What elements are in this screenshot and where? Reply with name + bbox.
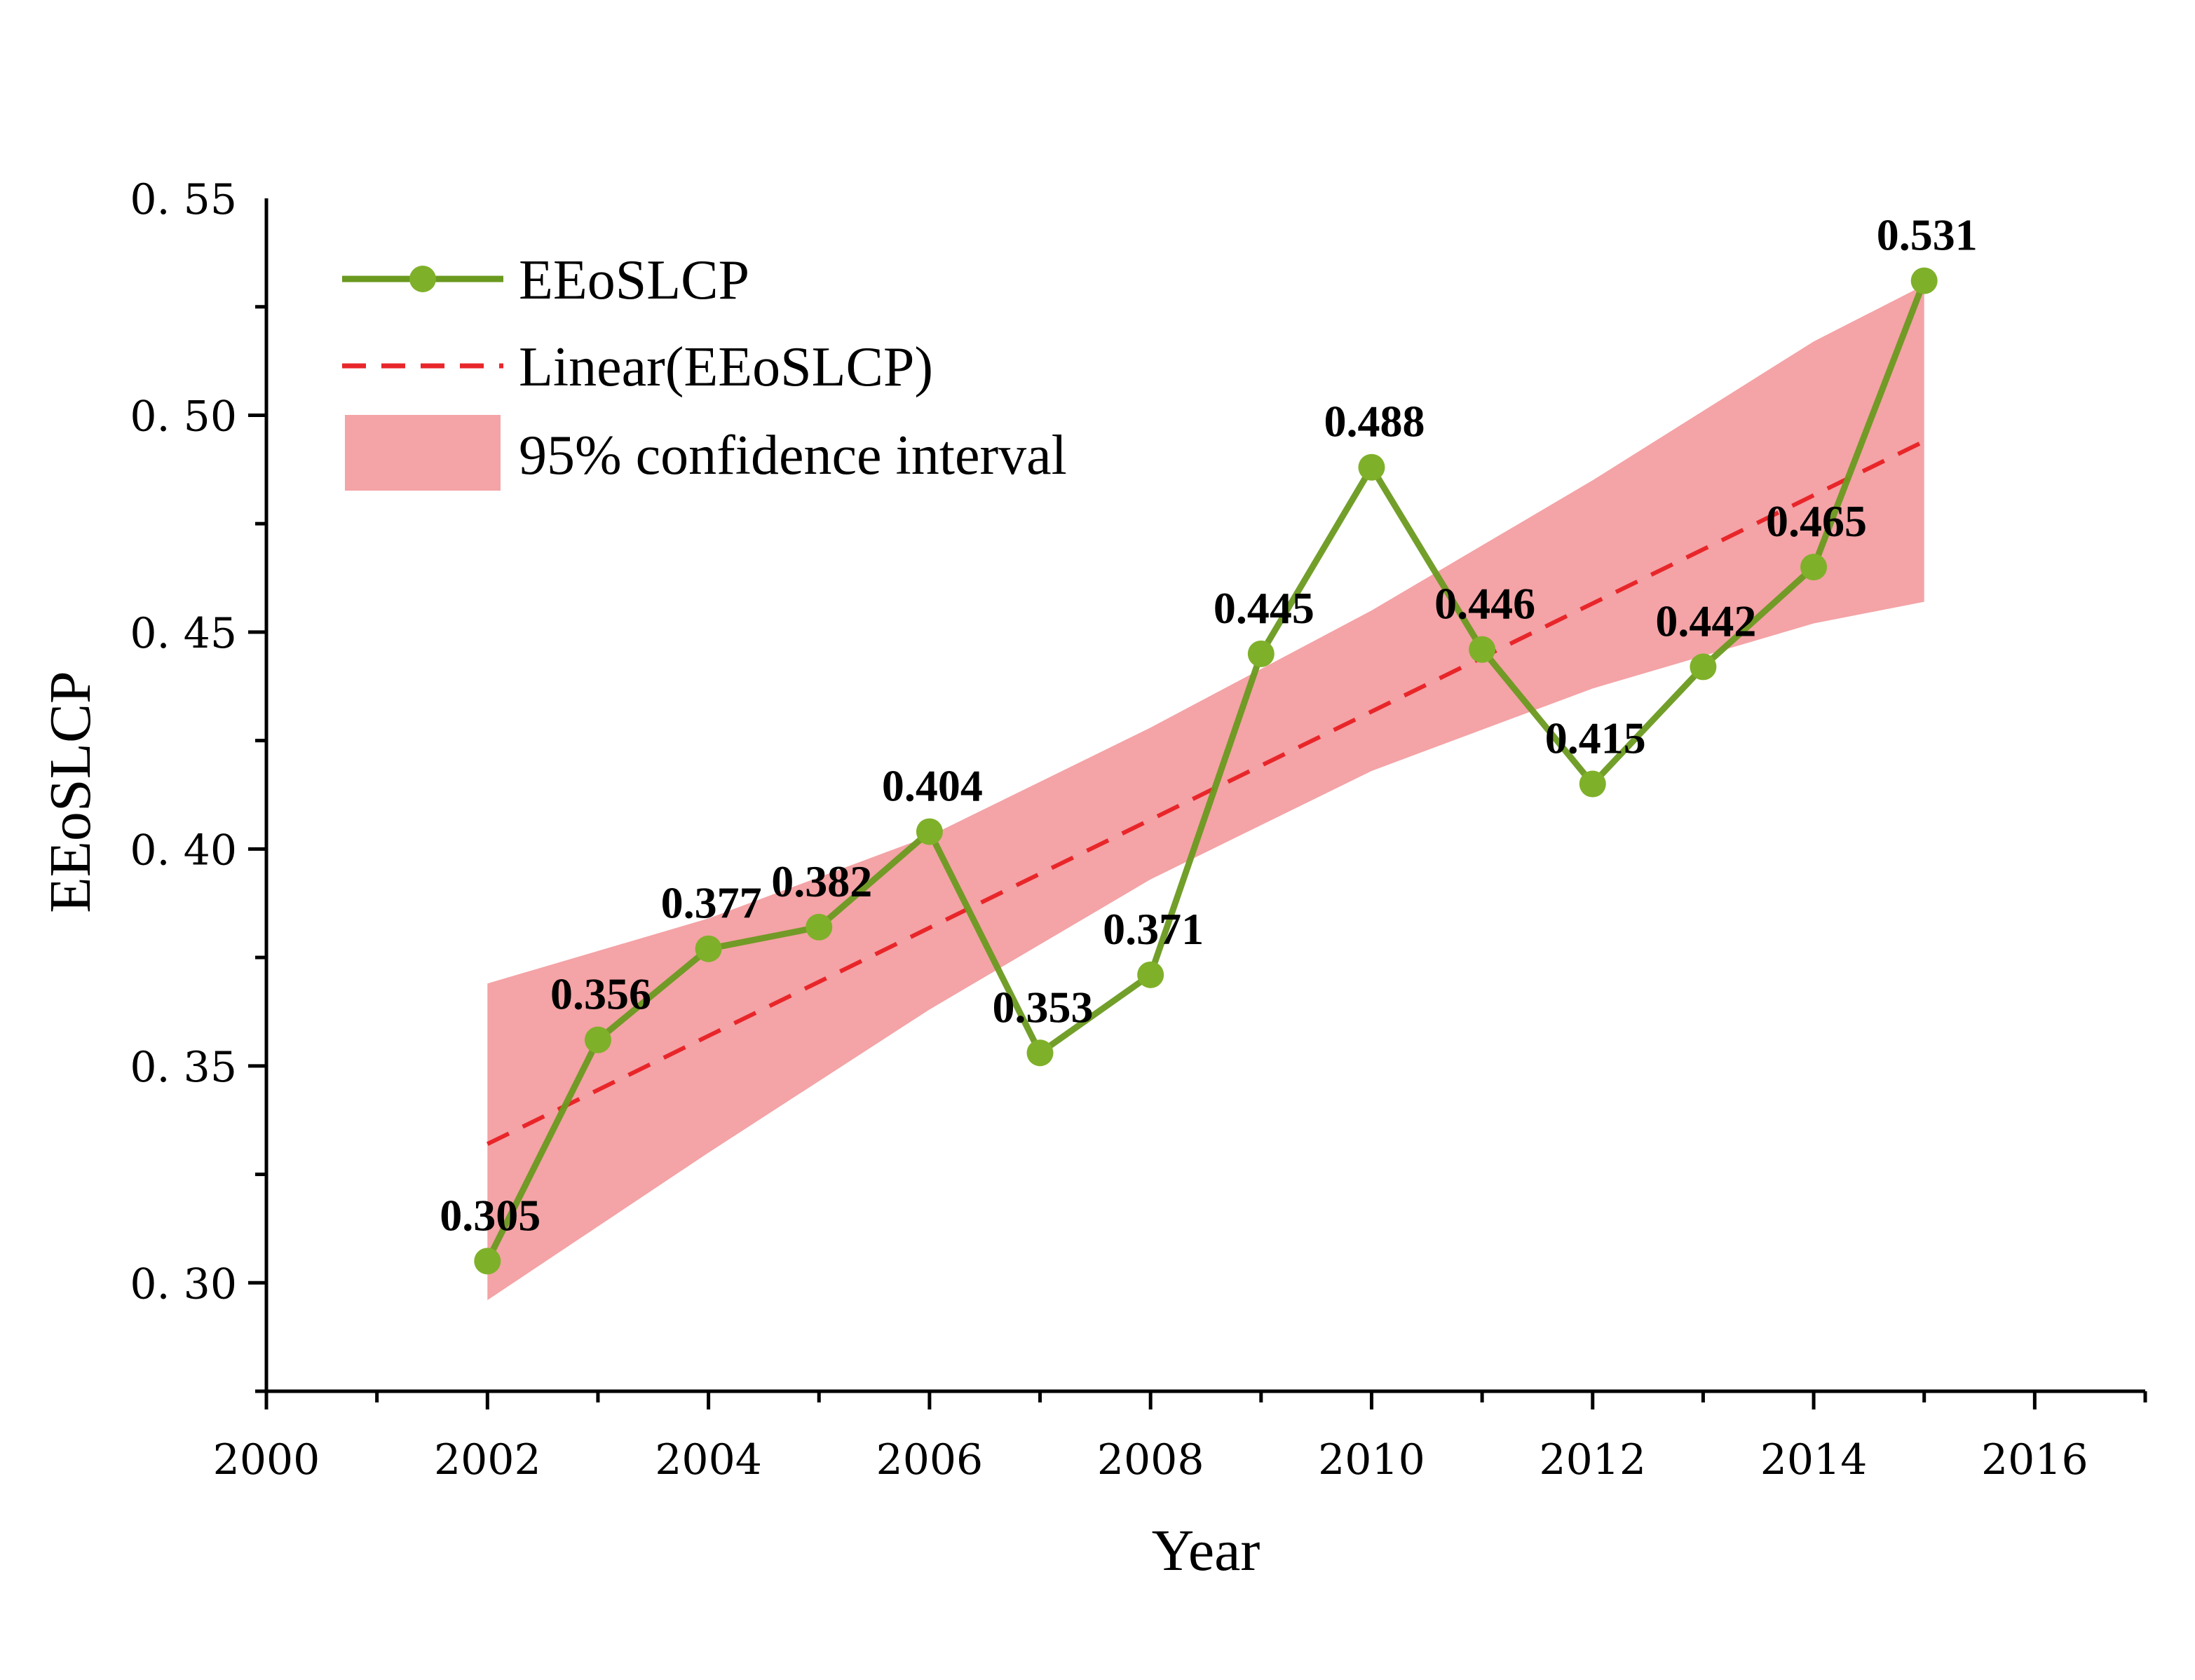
data-point bbox=[1800, 554, 1828, 581]
trend-line bbox=[486, 439, 1926, 1146]
x-tick-label: 2002 bbox=[434, 1435, 541, 1484]
data-point bbox=[695, 935, 722, 962]
legend-item-series: EEoSLCP bbox=[342, 250, 749, 311]
data-label: 0.404 bbox=[882, 761, 983, 811]
x-tick-label: 2006 bbox=[876, 1435, 984, 1484]
legend-series-marker bbox=[409, 266, 436, 292]
y-ticks: 0. 30 0. 35 0. 40 0. 45 0. 50 0. 55 bbox=[130, 175, 266, 1393]
legend-band-swatch bbox=[345, 415, 501, 491]
x-tick-label: 2004 bbox=[655, 1435, 762, 1484]
y-tick-label: 0. 40 bbox=[130, 826, 237, 875]
y-tick-label: 0. 55 bbox=[130, 175, 237, 224]
trend-line-layer bbox=[486, 439, 1926, 1146]
legend-item-trend: Linear(EEoSLCP) bbox=[342, 336, 933, 398]
series-layer bbox=[474, 267, 1938, 1275]
data-label: 0.488 bbox=[1324, 397, 1425, 446]
data-label: 0.531 bbox=[1877, 210, 1978, 260]
data-point bbox=[916, 818, 943, 845]
x-tick-label: 2014 bbox=[1760, 1435, 1868, 1484]
legend-trend-label: Linear(EEoSLCP) bbox=[519, 336, 933, 398]
data-label: 0.353 bbox=[993, 982, 1094, 1032]
x-tick-label: 2016 bbox=[1981, 1435, 2088, 1484]
data-point bbox=[1579, 770, 1606, 798]
data-point bbox=[1358, 453, 1385, 481]
data-point bbox=[474, 1248, 501, 1275]
legend-series-label: EEoSLCP bbox=[519, 250, 749, 311]
data-label: 0.442 bbox=[1655, 596, 1756, 646]
data-label: 0.371 bbox=[1103, 904, 1204, 954]
x-tick-label: 2010 bbox=[1318, 1435, 1425, 1484]
data-point bbox=[1910, 267, 1938, 294]
data-label: 0.377 bbox=[661, 878, 762, 928]
data-label: 0.305 bbox=[440, 1190, 541, 1240]
data-label: 0.446 bbox=[1434, 579, 1535, 629]
y-tick-label: 0. 50 bbox=[130, 392, 237, 441]
data-point bbox=[1137, 961, 1164, 988]
x-tick-label: 2012 bbox=[1539, 1435, 1646, 1484]
series-line bbox=[484, 279, 1927, 1263]
data-label: 0.382 bbox=[771, 856, 872, 906]
data-label: 0.445 bbox=[1214, 583, 1314, 633]
y-tick-label: 0. 35 bbox=[130, 1043, 237, 1092]
data-point bbox=[1247, 640, 1275, 667]
x-tick-label: 2008 bbox=[1097, 1435, 1204, 1484]
data-point bbox=[1469, 636, 1496, 663]
legend: EEoSLCP Linear(EEoSLCP) 95% confidence i… bbox=[342, 250, 1067, 491]
y-axis-title: EEoSLCP bbox=[38, 671, 103, 913]
legend-item-band: 95% confidence interval bbox=[345, 415, 1067, 491]
data-label: 0.465 bbox=[1766, 496, 1867, 546]
legend-band-label: 95% confidence interval bbox=[519, 425, 1067, 486]
axes bbox=[264, 198, 2145, 1393]
x-axis-title: Year bbox=[1152, 1518, 1260, 1583]
data-point bbox=[806, 913, 833, 941]
data-point bbox=[1026, 1039, 1054, 1067]
data-label: 0.356 bbox=[550, 969, 651, 1019]
x-tick-label: 2000 bbox=[213, 1435, 320, 1484]
y-tick-label: 0. 30 bbox=[130, 1259, 237, 1309]
x-ticks: 2000 2002 2004 2006 2008 2010 2012 2014 2016 bbox=[213, 1391, 2147, 1484]
data-point bbox=[1690, 653, 1717, 681]
data-point bbox=[584, 1026, 611, 1053]
data-label: 0.415 bbox=[1545, 713, 1646, 763]
y-tick-label: 0. 45 bbox=[130, 609, 237, 658]
